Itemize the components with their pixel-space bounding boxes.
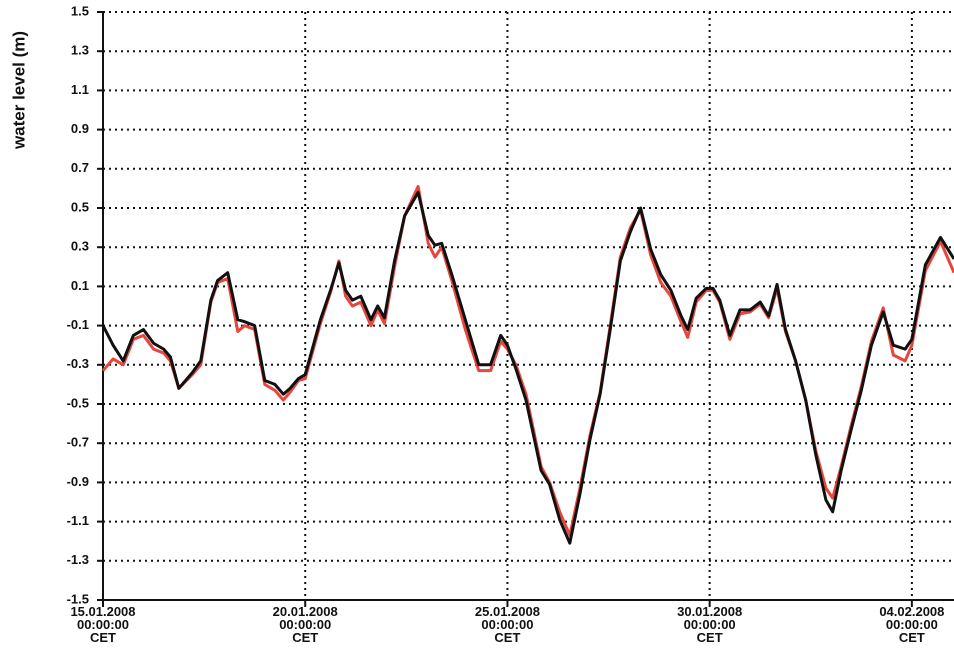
x-tick-label-line: 00:00:00 — [77, 617, 129, 632]
x-tick-label-line: 04.02.2008 — [879, 604, 944, 619]
x-tick-label: 30.01.2008 00:00:00 CET — [677, 604, 742, 645]
y-tick-label: -0.7 — [67, 435, 89, 450]
x-tick-label-line: 15.01.2008 — [70, 604, 135, 619]
y-tick-label: 0.5 — [71, 199, 89, 214]
x-tick-label-line: 00:00:00 — [684, 617, 736, 632]
x-tick-label-line: 20.01.2008 — [273, 604, 338, 619]
x-tick-label: 04.02.2008 00:00:00 CET — [879, 604, 944, 645]
x-tick-label-line: CET — [697, 630, 723, 645]
y-tick-label: 0.3 — [71, 239, 89, 254]
y-tick-label: 0.7 — [71, 160, 89, 175]
y-tick-label: -1.3 — [67, 552, 89, 567]
x-tick-label-line: 00:00:00 — [481, 617, 533, 632]
x-tick-label-line: 00:00:00 — [886, 617, 938, 632]
y-tick-label: 0.9 — [71, 121, 89, 136]
y-tick-label: 0.1 — [71, 278, 89, 293]
x-tick-label: 25.01.2008 00:00:00 CET — [475, 604, 540, 645]
y-tick-label: -0.5 — [67, 395, 89, 410]
x-tick-label-line: 25.01.2008 — [475, 604, 540, 619]
y-tick-label: 1.1 — [71, 82, 89, 97]
y-axis-label: water level (m) — [9, 31, 28, 150]
y-tick-label: -1.1 — [67, 513, 89, 528]
y-tick-label: -0.9 — [67, 474, 89, 489]
x-tick-label: 20.01.2008 00:00:00 CET — [273, 604, 338, 645]
x-tick-label-line: CET — [292, 630, 318, 645]
x-tick-label-line: 00:00:00 — [279, 617, 331, 632]
x-tick-label-line: 30.01.2008 — [677, 604, 742, 619]
x-tick-label: 15.01.2008 00:00:00 CET — [70, 604, 135, 645]
y-tick-label: -1.5 — [67, 591, 89, 606]
x-tick-label-line: CET — [494, 630, 520, 645]
y-tick-label: 1.5 — [71, 3, 89, 18]
y-tick-label: -0.1 — [67, 317, 89, 332]
x-tick-label-line: CET — [899, 630, 925, 645]
y-tick-label: -0.3 — [67, 356, 89, 371]
x-tick-label-line: CET — [90, 630, 116, 645]
y-tick-label: 1.3 — [71, 43, 89, 58]
data-line — [101, 190, 954, 545]
